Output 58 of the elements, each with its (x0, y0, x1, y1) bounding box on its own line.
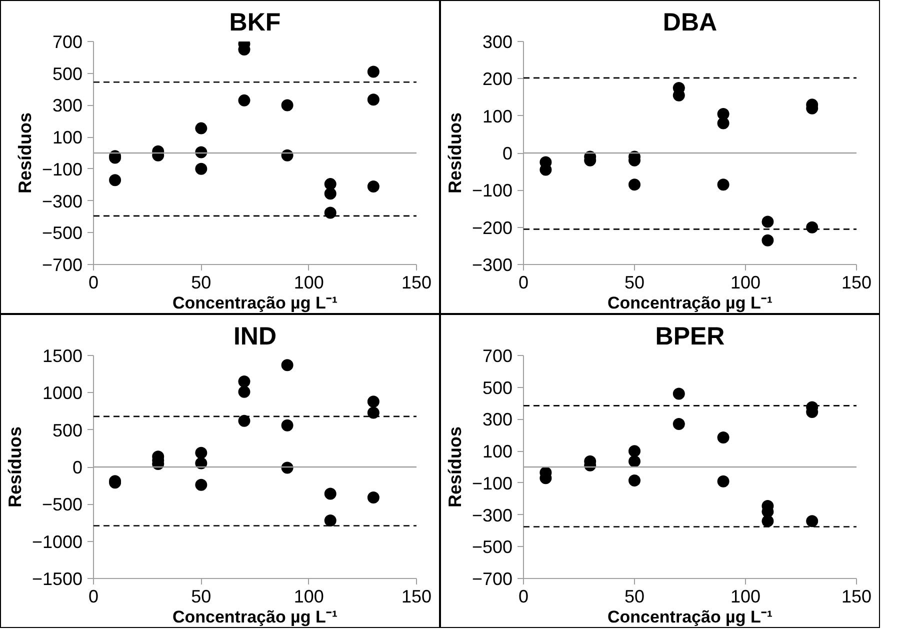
x-tick-label: 50 (191, 272, 212, 292)
y-axis-title: Resíduos (4, 426, 25, 508)
y-tick-label: 700 (482, 346, 513, 366)
y-tick-label: −300 (42, 191, 83, 212)
y-tick-label: −1500 (32, 569, 83, 589)
y-tick-label: 0 (502, 144, 513, 164)
y-tick-label: 300 (52, 96, 83, 116)
x-tick-label: 100 (730, 586, 761, 606)
x-tick-label: 0 (518, 272, 529, 292)
y-tick-label: 500 (52, 420, 83, 440)
y-tick-label: 0 (72, 458, 83, 478)
y-tick-label: −100 (472, 473, 513, 494)
x-axis-title: Concentração µg L⁻¹ (607, 608, 773, 626)
x-tick-label: 100 (294, 586, 324, 606)
y-tick-label: −500 (42, 494, 83, 515)
x-tick-label: 150 (841, 586, 872, 606)
x-tick-label: 150 (401, 272, 432, 292)
chart-title: BPER (655, 322, 725, 350)
x-tick-label: 50 (191, 586, 212, 606)
y-tick-label: 100 (52, 128, 83, 148)
y-tick-label: −300 (472, 505, 513, 526)
y-tick-label: −1000 (32, 532, 83, 552)
x-axis-title: Concentração µg L⁻¹ (607, 294, 773, 312)
x-tick-label: 100 (730, 272, 761, 292)
chart-title: DBA (662, 8, 718, 36)
x-tick-label: 150 (841, 272, 872, 292)
x-tick-label: 100 (294, 272, 324, 292)
y-axis-title: Resíduos (444, 112, 465, 194)
x-tick-label: 50 (624, 586, 645, 606)
chart-title: IND (233, 322, 277, 350)
y-tick-label: 300 (482, 32, 513, 52)
x-tick-label: 0 (518, 586, 529, 606)
y-tick-label: −200 (472, 218, 513, 238)
y-tick-label: 700 (52, 32, 83, 52)
y-axis-title: Resíduos (14, 112, 35, 194)
x-tick-label: 0 (88, 272, 99, 292)
y-tick-label: 300 (482, 410, 513, 430)
y-tick-label: 100 (482, 106, 513, 126)
y-tick-label: 1000 (42, 383, 83, 404)
y-tick-label: 1500 (42, 346, 83, 366)
y-tick-label: −100 (42, 159, 83, 180)
y-axis-title: Resíduos (444, 426, 465, 508)
y-tick-label: −500 (472, 537, 513, 558)
y-tick-label: 500 (482, 378, 513, 398)
y-tick-label: 100 (482, 442, 513, 462)
y-tick-label: −500 (42, 223, 83, 244)
chart-title: BKF (229, 8, 281, 36)
x-tick-label: 150 (401, 586, 432, 606)
y-tick-label: −700 (42, 255, 83, 275)
y-tick-label: −300 (472, 255, 513, 275)
x-axis-title: Concentração µg L⁻¹ (172, 294, 338, 312)
x-axis-title: Concentração µg L⁻¹ (172, 608, 338, 626)
x-tick-label: 0 (88, 586, 99, 606)
x-tick-label: 50 (624, 272, 645, 292)
y-tick-label: −700 (472, 569, 513, 589)
y-tick-label: 500 (52, 64, 83, 84)
y-tick-label: −100 (472, 180, 513, 201)
y-tick-label: 200 (482, 69, 513, 90)
